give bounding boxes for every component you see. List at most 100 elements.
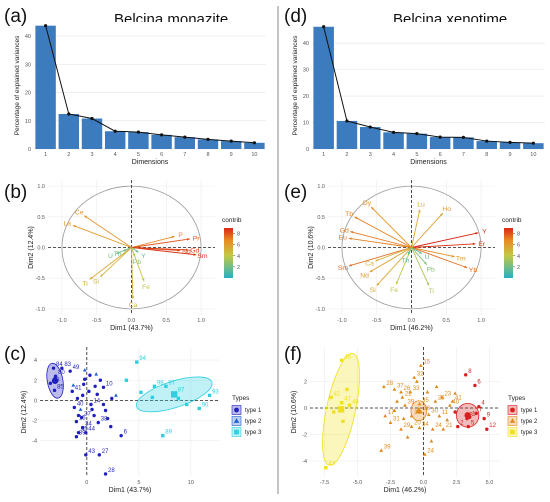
data-point	[90, 116, 94, 121]
point-label: 31	[393, 417, 400, 423]
point-label: 41	[455, 395, 462, 401]
data-point	[79, 415, 84, 420]
vector-arrowhead	[451, 254, 455, 258]
vector-arrowhead	[116, 251, 120, 254]
variable-circle-xenotime: -1.0 -0.5 0.0 0.5 1.0 -1.0 -0.5 0.0 0.5 1.0 Dy Tb Gd…	[308, 180, 522, 332]
x-tick-label: 6	[439, 152, 442, 158]
point-label: 5	[471, 421, 475, 427]
variable-vector	[411, 247, 430, 286]
x-tick-label: 6	[160, 152, 163, 158]
point-label: 10	[106, 381, 113, 387]
point-label: 98	[157, 380, 164, 386]
vector-arrowhead	[350, 230, 354, 234]
vector-arrowhead	[100, 274, 104, 277]
variable-label: Dy	[363, 200, 372, 207]
data-point	[103, 408, 108, 413]
y-axis-label: Percentage of explained variances	[14, 35, 21, 135]
variable-label: Sm	[338, 265, 349, 272]
point-label: 46	[344, 354, 351, 360]
point-label: 34	[422, 422, 429, 428]
y-tick-label: 30	[25, 62, 31, 68]
vector-arrowhead	[89, 276, 93, 280]
x-axis-label: Dimensions	[410, 159, 447, 166]
variable-label: Yb	[469, 267, 478, 274]
data-point	[415, 132, 419, 136]
y-tick-label: 0.0	[317, 246, 325, 252]
vector-arrowhead	[396, 281, 399, 285]
vector-arrowhead	[73, 225, 77, 228]
variable-label: Nd	[360, 272, 369, 279]
variable-vector	[348, 237, 412, 248]
point-label: 14	[93, 398, 100, 404]
point-label: 87	[178, 387, 185, 393]
vector-arrowhead	[171, 235, 175, 239]
data-point	[531, 141, 535, 145]
data-point	[408, 390, 413, 394]
data-point	[461, 135, 466, 139]
x-axis-label: Dim1 (43.7%)	[109, 487, 152, 494]
x-tick-label: 4	[392, 152, 395, 158]
panel-label-d: (d)	[284, 6, 307, 27]
bar	[523, 143, 544, 149]
trend-line	[45, 25, 255, 144]
point-label: 41	[75, 385, 82, 391]
bar	[151, 134, 172, 149]
y-tick-label: 0	[304, 406, 307, 412]
bar	[476, 141, 498, 149]
x-tick-label: 1.0	[477, 318, 485, 324]
x-tick-label: -2.5	[386, 480, 395, 486]
data-point	[207, 393, 212, 398]
data-point	[185, 402, 189, 407]
legend-marker	[233, 418, 240, 423]
point-label: 84	[56, 362, 63, 368]
data-point	[392, 387, 397, 391]
data-point	[347, 403, 352, 408]
point-label: 45	[81, 427, 88, 433]
vector-arrowhead	[131, 296, 135, 300]
data-point	[76, 413, 81, 418]
x-tick-label: 5	[415, 152, 418, 158]
data-point	[51, 366, 56, 370]
data-point	[67, 112, 71, 116]
x-tick-label: 0.0	[408, 318, 416, 324]
legend-tick-label: 6	[237, 243, 240, 249]
data-point	[417, 425, 422, 430]
variable-vector	[348, 247, 412, 267]
y-axis-label: Dim2 (12.4%)	[21, 391, 28, 434]
legend-title: Types	[508, 395, 526, 402]
point-label: 42	[334, 391, 341, 397]
x-tick-label: 0.5	[442, 318, 450, 324]
point-label: 22	[405, 391, 412, 397]
data-point	[95, 392, 99, 397]
point-label: 40	[452, 399, 459, 405]
point-label: 97	[168, 380, 175, 386]
data-point	[463, 373, 468, 377]
panel-label-b: (b)	[4, 182, 27, 203]
point-label: 37	[397, 383, 404, 389]
variable-label: Pb	[427, 266, 436, 273]
data-point	[474, 411, 478, 416]
x-tick-label: -5.0	[353, 480, 362, 486]
x-tick-label: -0.5	[372, 318, 381, 324]
data-point	[97, 453, 102, 457]
variable-label: Fe	[142, 284, 150, 291]
y-tick-label: 10	[25, 119, 31, 125]
data-point	[124, 378, 129, 382]
data-point	[426, 412, 431, 417]
group-centroid	[337, 406, 345, 413]
x-axis-label: Dim1 (46.2%)	[384, 487, 427, 494]
vector-arrowhead	[464, 265, 468, 269]
bar	[336, 120, 358, 149]
x-tick-label: -0.5	[92, 318, 101, 324]
variable-vector	[131, 247, 145, 282]
legend-tick-label: 8	[237, 232, 240, 238]
point-label: 26	[404, 386, 411, 392]
point-label: 38	[101, 417, 108, 423]
point-label: 83	[64, 362, 71, 368]
bar	[313, 26, 334, 150]
y-tick-label: 2	[304, 379, 307, 385]
data-point	[98, 378, 103, 382]
scree-plot-monazite: 0 10 20 30 40 1 2 3 4 5 6 7 8 9 10 Dimensions Percentage…	[14, 22, 266, 166]
data-point	[473, 383, 477, 388]
y-tick-label: 20	[25, 91, 31, 97]
